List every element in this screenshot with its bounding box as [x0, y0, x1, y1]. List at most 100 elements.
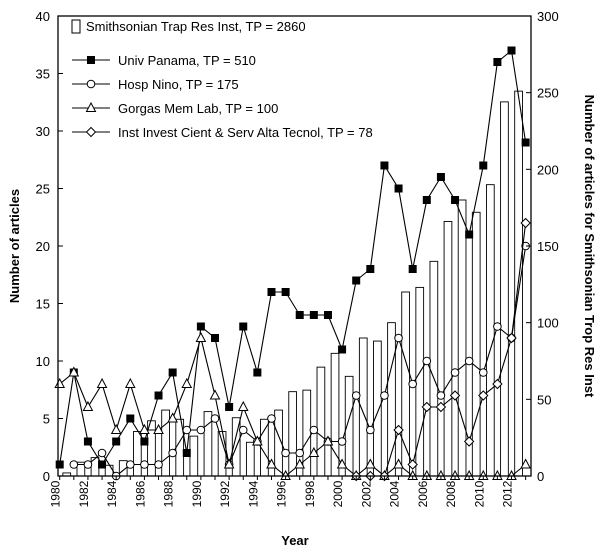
legend-marker-3 [85, 126, 97, 138]
point-2-1982 [82, 400, 94, 411]
left-tick-label: 0 [43, 469, 50, 484]
left-tick-label: 35 [36, 67, 50, 82]
bar-2006 [429, 260, 439, 477]
point-3-2005 [407, 459, 418, 470]
point-2-1993 [237, 400, 249, 411]
point-0-1995 [267, 288, 276, 296]
legend-bar-swatch [71, 19, 81, 34]
right-tick-label: 150 [537, 239, 559, 254]
point-1-2002 [366, 425, 375, 435]
x-tick-label: 2010 [472, 480, 486, 507]
point-3-2006 [421, 401, 433, 413]
legend-label-2: Gorgas Mem Lab, TP = 100 [118, 101, 278, 116]
point-0-1997 [295, 311, 304, 319]
point-1-2000 [337, 437, 347, 446]
point-0-1989 [182, 449, 191, 457]
bar-1996 [288, 391, 297, 477]
point-0-1982 [83, 437, 92, 446]
point-1-1981 [69, 460, 79, 469]
point-3-2013 [520, 217, 531, 229]
point-0-1999 [323, 311, 332, 319]
point-1-1995 [267, 414, 276, 423]
point-1-1989 [182, 425, 192, 435]
right-tick-label: 50 [537, 392, 551, 407]
point-0-2012 [507, 46, 516, 55]
x-tick-label: 2000 [331, 480, 345, 507]
point-2-1999 [322, 435, 334, 446]
point-2-1986 [139, 423, 150, 434]
point-1-1985 [125, 460, 135, 469]
bar-1991 [217, 431, 227, 477]
legend-marker-0 [87, 56, 95, 64]
point-0-2007 [436, 173, 445, 181]
point-1-1987 [154, 460, 163, 469]
point-0-1984 [112, 437, 121, 446]
bar-1998 [316, 366, 326, 477]
left-tick-label: 30 [36, 124, 50, 139]
point-2-1988 [167, 412, 178, 423]
point-3-2007 [435, 401, 447, 413]
point-1-2011 [493, 322, 502, 331]
point-2-1991 [209, 389, 221, 400]
left-tick-label: 10 [36, 354, 50, 369]
left-tick-label: 5 [43, 412, 50, 427]
x-tick-label: 2012 [501, 480, 515, 507]
point-3-2012 [506, 332, 517, 344]
x-tick-label: 1986 [133, 480, 147, 507]
point-1-2008 [450, 368, 460, 377]
point-0-1988 [168, 368, 177, 377]
point-1-2004 [394, 333, 403, 343]
point-1-2001 [351, 391, 361, 400]
point-0-2000 [338, 345, 347, 354]
x-tick-label: 1980 [49, 480, 63, 507]
bar-2009 [471, 211, 481, 477]
point-3-2009 [463, 436, 475, 447]
point-1-1986 [140, 460, 149, 469]
point-0-1987 [154, 391, 163, 400]
bar-1987 [161, 409, 170, 477]
bar-2007 [443, 221, 453, 477]
point-1-1998 [309, 425, 319, 435]
point-0-1994 [253, 368, 262, 377]
point-2-1994 [252, 435, 263, 446]
point-1-2003 [380, 391, 389, 400]
x-tick-label: 1990 [190, 480, 204, 507]
point-2-1981 [68, 366, 80, 377]
x-tick-label: 1996 [275, 480, 289, 507]
x-tick-label: 1998 [303, 480, 317, 507]
x-axis-title: Year [281, 533, 308, 548]
bar-1985 [133, 431, 142, 477]
point-1-2006 [422, 356, 432, 366]
point-2-2002 [364, 458, 376, 469]
series-line-0 [59, 49, 527, 466]
point-1-1996 [281, 448, 290, 458]
x-tick-label: 1982 [77, 480, 91, 507]
legend-label-0: Univ Panama, TP = 510 [118, 53, 256, 68]
point-0-2008 [451, 196, 460, 204]
point-1-1988 [168, 448, 177, 458]
legend-label-bar: Smithsonian Trap Res Inst, TP = 2860 [86, 19, 306, 34]
bar-2008 [457, 199, 467, 477]
point-1-1993 [238, 425, 248, 435]
bar-1989 [189, 435, 199, 477]
point-2-1995 [266, 458, 277, 469]
x-tick-label: 1994 [246, 480, 260, 507]
point-0-2013 [521, 138, 530, 147]
point-0-1992 [225, 403, 234, 411]
point-0-1985 [126, 414, 135, 423]
point-3-2004 [393, 424, 404, 436]
x-tick-label: 1988 [162, 480, 176, 507]
left-tick-label: 40 [36, 9, 50, 24]
point-2-1997 [294, 458, 306, 469]
point-2-1989 [181, 377, 193, 388]
point-2-2004 [393, 458, 404, 469]
point-1-1990 [196, 425, 206, 435]
point-1-1997 [295, 448, 305, 458]
y-axis-right-title: Number of articles for Smithsonian Trop … [582, 95, 597, 398]
bar-2011 [500, 101, 509, 477]
point-3-2010 [478, 390, 489, 401]
point-0-1998 [309, 311, 318, 319]
point-2-1992 [223, 458, 235, 469]
point-1-1982 [83, 460, 93, 469]
left-tick-label: 15 [36, 297, 50, 312]
